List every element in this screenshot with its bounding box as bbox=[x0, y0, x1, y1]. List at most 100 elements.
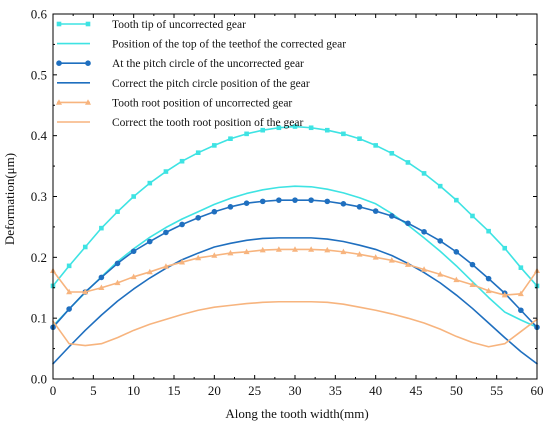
x-tick-label: 40 bbox=[369, 383, 382, 398]
y-tick-label: 0.1 bbox=[31, 311, 47, 326]
series-5-point-22 bbox=[388, 257, 395, 263]
series-1-point-22 bbox=[389, 151, 395, 156]
series-5-point-24 bbox=[421, 266, 428, 272]
series-3-point-8 bbox=[163, 229, 169, 236]
series-5-point-25 bbox=[437, 271, 444, 277]
y-axis-label: Deformation(μm) bbox=[2, 153, 17, 245]
series-5-point-18 bbox=[324, 246, 331, 253]
x-tick-label: 10 bbox=[127, 383, 140, 398]
series-3-point-18 bbox=[324, 198, 331, 205]
series-1-point-6 bbox=[131, 194, 136, 199]
series-3-point-6 bbox=[130, 248, 137, 255]
series-3-point-27 bbox=[469, 261, 476, 268]
series-3-point-26 bbox=[453, 249, 460, 255]
legend-label-4: Correct the pitch circle position of the… bbox=[112, 78, 310, 90]
series-3-point-21 bbox=[372, 208, 379, 214]
series-1-point-26 bbox=[454, 197, 459, 203]
legend-marker-3-end bbox=[85, 60, 91, 66]
series-5-point-9 bbox=[179, 259, 186, 265]
series-1-point-20 bbox=[357, 136, 362, 142]
series-3-point-12 bbox=[227, 204, 234, 210]
series-5-point-15 bbox=[275, 246, 282, 252]
x-tick-label: 55 bbox=[490, 383, 503, 398]
series-3-point-11 bbox=[211, 208, 218, 215]
legend-label-6: Correct the tooth root position of the g… bbox=[112, 117, 303, 129]
series-5-point-4 bbox=[98, 284, 105, 291]
series-3-point-24 bbox=[421, 228, 427, 235]
series-3-point-30 bbox=[518, 307, 524, 314]
series-3-point-19 bbox=[340, 201, 347, 207]
legend-marker-5-end bbox=[85, 99, 91, 105]
series-3-point-14 bbox=[259, 198, 266, 205]
series-5-point-16 bbox=[292, 246, 298, 252]
legend-label-3: At the pitch circle of the uncorrected g… bbox=[112, 58, 304, 70]
x-axis-label: Along the tooth width(mm) bbox=[225, 406, 368, 421]
legend-marker-5 bbox=[56, 99, 62, 105]
series-1-point-8 bbox=[163, 169, 169, 174]
legend-label-5: Tooth root position of uncorrected gear bbox=[112, 97, 292, 109]
series-5-point-20 bbox=[356, 251, 363, 257]
series-5-point-27 bbox=[469, 281, 476, 288]
series-line-4 bbox=[52, 237, 538, 365]
series-1-point-13 bbox=[244, 131, 249, 137]
legend-marker-3 bbox=[56, 60, 62, 66]
y-tick-label: 0.2 bbox=[31, 250, 47, 265]
x-tick-label: 25 bbox=[248, 383, 261, 398]
series-3-point-23 bbox=[405, 220, 411, 227]
series-1-point-16 bbox=[292, 124, 298, 129]
x-tick-label: 35 bbox=[329, 383, 342, 398]
series-1-point-11 bbox=[212, 143, 217, 148]
y-tick-label: 0.0 bbox=[31, 372, 47, 387]
axes-layer: 0 5 10 15 20 25 30 35 40 45 50 55 60 0.0 0.1 0.2 0.3 0.4 0… bbox=[31, 7, 544, 399]
series-3-point-10 bbox=[195, 214, 201, 221]
series-3-point-20 bbox=[356, 204, 363, 210]
series-5-point-30 bbox=[517, 290, 524, 297]
series-5-point-2 bbox=[66, 288, 73, 295]
series-1-point-9 bbox=[179, 158, 185, 164]
y-tick-label: 0.6 bbox=[31, 7, 48, 22]
series-1-point-4 bbox=[99, 225, 104, 231]
legend: Tooth tip of uncorrected gear Position of… bbox=[56, 19, 346, 129]
y-tick-label: 0.4 bbox=[31, 128, 48, 143]
series-1-point-24 bbox=[421, 171, 427, 176]
series-5-point-11 bbox=[211, 252, 218, 258]
series-1-point-5 bbox=[115, 209, 120, 215]
series-1-point-12 bbox=[228, 136, 233, 142]
series-3-point-16 bbox=[292, 197, 298, 203]
legend-marker-1 bbox=[56, 21, 62, 27]
series-3-point-15 bbox=[276, 197, 282, 203]
series-1-point-3 bbox=[82, 244, 88, 250]
series-1-point-27 bbox=[470, 213, 475, 219]
series-1-point-7 bbox=[147, 180, 153, 186]
series-5-point-14 bbox=[259, 246, 266, 253]
series-1-point-23 bbox=[405, 160, 411, 165]
series-5-point-21 bbox=[372, 254, 379, 260]
series-3-point-13 bbox=[243, 200, 250, 206]
series-1-point-14 bbox=[260, 127, 266, 133]
x-tick-label: 50 bbox=[450, 383, 463, 398]
series-5-point-19 bbox=[340, 248, 347, 255]
series-1-point-10 bbox=[195, 150, 201, 155]
series-5-point-23 bbox=[404, 261, 411, 267]
series-3-point-17 bbox=[308, 197, 314, 203]
series-1-point-30 bbox=[518, 265, 524, 270]
series-3-point-7 bbox=[147, 238, 153, 245]
series-5-point-28 bbox=[485, 287, 492, 294]
series-1-point-17 bbox=[308, 125, 314, 131]
x-tick-label: 30 bbox=[289, 383, 302, 398]
series-5-point-5 bbox=[114, 279, 121, 286]
series-1-point-25 bbox=[437, 183, 443, 189]
series-1-point-19 bbox=[341, 131, 346, 137]
series-5-point-8 bbox=[162, 263, 169, 269]
y-tick-label: 0.5 bbox=[31, 67, 47, 82]
series-3-point-22 bbox=[389, 213, 395, 219]
series-5-point-29 bbox=[501, 291, 508, 298]
y-tick-label: 0.3 bbox=[31, 189, 47, 204]
series-1-point-18 bbox=[324, 127, 330, 133]
series-5-point-17 bbox=[308, 246, 315, 252]
series-1-point-15 bbox=[276, 125, 282, 131]
series-3-point-28 bbox=[485, 275, 492, 282]
